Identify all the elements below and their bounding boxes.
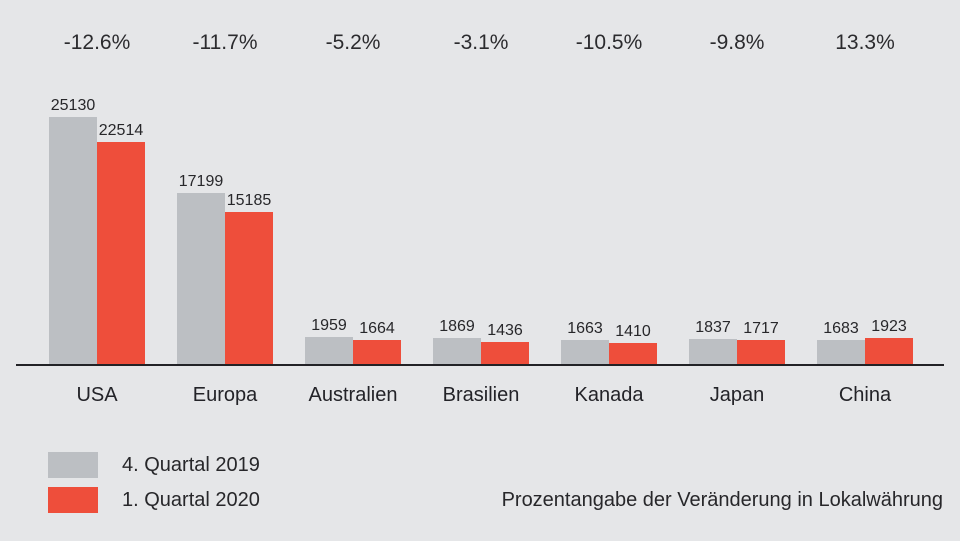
change-label-kanada: -10.5% (575, 31, 643, 54)
bar-brasilien-q1-2020 (481, 342, 529, 364)
legend-label-q1-2020: 1. Quartal 2020 (122, 489, 260, 511)
category-label-japan: Japan (709, 384, 765, 406)
change-label-china: 13.3% (835, 31, 895, 54)
change-label-usa: -12.6% (63, 31, 131, 54)
value-label-japan-q1-2020: 1717 (743, 320, 779, 337)
category-label-europa: Europa (192, 384, 258, 406)
bar-usa-q4-2019 (49, 117, 97, 364)
value-label-kanada-q4-2019: 1663 (567, 320, 603, 337)
bar-kanada-q4-2019 (561, 340, 609, 364)
bar-brasilien-q4-2019 (433, 338, 481, 364)
legend-item-q4-2019: 4. Quartal 2019 (48, 452, 260, 478)
bar-japan-q1-2020 (737, 340, 785, 364)
bar-china-q1-2020 (865, 338, 913, 364)
legend-label-q4-2019: 4. Quartal 2019 (122, 454, 260, 476)
bar-europa-q1-2020 (225, 212, 273, 364)
x-axis-line (16, 364, 944, 366)
legend-swatch-q1-2020 (48, 487, 98, 513)
category-label-kanada: Kanada (574, 384, 644, 406)
footnote: Prozentangabe der Veränderung in Lokalwä… (501, 489, 943, 511)
category-label-usa: USA (76, 384, 118, 406)
change-label-brasilien: -3.1% (453, 31, 509, 54)
value-label-china-q4-2019: 1683 (823, 320, 859, 337)
bar-australien-q1-2020 (353, 340, 401, 364)
value-label-brasilien-q4-2019: 1869 (439, 318, 475, 335)
value-label-australien-q1-2020: 1664 (359, 320, 395, 337)
change-label-australien: -5.2% (325, 31, 381, 54)
value-label-usa-q4-2019: 25130 (50, 97, 96, 114)
bar-kanada-q1-2020 (609, 343, 657, 364)
legend-swatch-q4-2019 (48, 452, 98, 478)
bar-usa-q1-2020 (97, 142, 145, 364)
value-label-australien-q4-2019: 1959 (311, 317, 347, 334)
value-label-europa-q1-2020: 15185 (226, 192, 272, 209)
value-label-kanada-q1-2020: 1410 (615, 323, 651, 340)
value-label-china-q1-2020: 1923 (871, 318, 907, 335)
value-label-usa-q1-2020: 22514 (98, 122, 144, 139)
bar-europa-q4-2019 (177, 193, 225, 364)
bar-japan-q4-2019 (689, 339, 737, 364)
change-label-europa: -11.7% (192, 31, 258, 54)
value-label-europa-q4-2019: 17199 (178, 173, 224, 190)
value-label-japan-q4-2019: 1837 (695, 319, 731, 336)
legend-item-q1-2020: 1. Quartal 2020 (48, 487, 260, 513)
bar-australien-q4-2019 (305, 337, 353, 364)
value-label-brasilien-q1-2020: 1436 (487, 322, 523, 339)
category-label-australien: Australien (308, 384, 398, 406)
bar-china-q4-2019 (817, 340, 865, 364)
category-label-china: China (838, 384, 892, 406)
change-label-japan: -9.8% (709, 31, 765, 54)
category-label-brasilien: Brasilien (442, 384, 520, 406)
